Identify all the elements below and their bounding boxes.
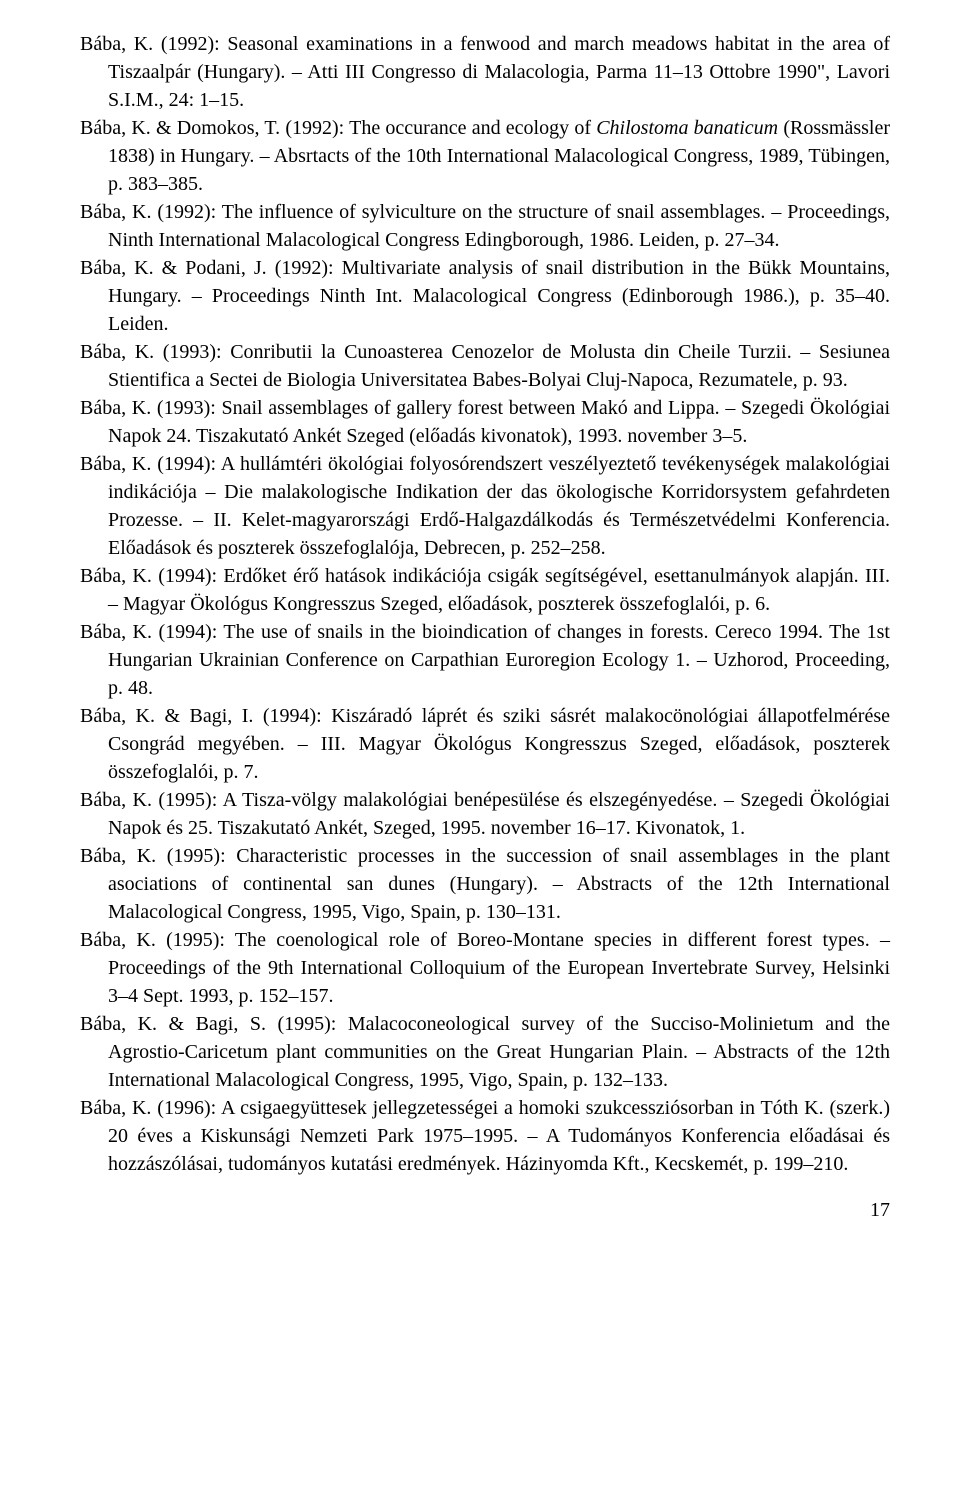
reference-entry: Bába, K. (1993): Snail assemblages of ga…: [80, 394, 890, 450]
reference-text-prefix: Bába, K. (1995): The coenological role o…: [80, 929, 890, 1007]
reference-text-prefix: Bába, K. (1993): Snail assemblages of ga…: [80, 397, 890, 447]
reference-entry: Bába, K. (1994): A hullámtéri ökológiai …: [80, 450, 890, 562]
reference-entry: Bába, K. & Bagi, S. (1995): Malacoconeol…: [80, 1010, 890, 1094]
reference-text-prefix: Bába, K. & Bagi, S. (1995): Malacoconeol…: [80, 1013, 890, 1091]
reference-text-italic: Chilostoma banaticum: [596, 117, 778, 139]
reference-text-prefix: Bába, K. (1992): Seasonal examinations i…: [80, 33, 890, 111]
reference-entry: Bába, K. (1995): A Tisza-völgy malakológ…: [80, 786, 890, 842]
page-number: 17: [80, 1196, 890, 1224]
reference-entry: Bába, K. & Podani, J. (1992): Multivaria…: [80, 254, 890, 338]
reference-entry: Bába, K. (1994): The use of snails in th…: [80, 618, 890, 702]
reference-text-prefix: Bába, K. (1995): Characteristic processe…: [80, 845, 890, 923]
reference-text-prefix: Bába, K. (1993): Conributii la Cunoaster…: [80, 341, 890, 391]
reference-text-prefix: Bába, K. & Bagi, I. (1994): Kiszáradó lá…: [80, 705, 890, 783]
reference-entry: Bába, K. (1994): Erdőket érő hatások ind…: [80, 562, 890, 618]
reference-text-prefix: Bába, K. (1994): The use of snails in th…: [80, 621, 890, 699]
reference-entry: Bába, K. & Bagi, I. (1994): Kiszáradó lá…: [80, 702, 890, 786]
reference-text-prefix: Bába, K. & Domokos, T. (1992): The occur…: [80, 117, 596, 139]
reference-text-prefix: Bába, K. (1994): Erdőket érő hatások ind…: [80, 565, 890, 615]
reference-entry: Bába, K. (1992): The influence of sylvic…: [80, 198, 890, 254]
reference-text-prefix: Bába, K. (1992): The influence of sylvic…: [80, 201, 890, 251]
reference-text-prefix: Bába, K. (1995): A Tisza-völgy malakológ…: [80, 789, 890, 839]
reference-list: Bába, K. (1992): Seasonal examinations i…: [80, 30, 890, 1178]
reference-entry: Bába, K. (1995): Characteristic processe…: [80, 842, 890, 926]
reference-entry: Bába, K. (1992): Seasonal examinations i…: [80, 30, 890, 114]
reference-text-prefix: Bába, K. (1996): A csigaegyüttesek jelle…: [80, 1097, 890, 1175]
reference-text-prefix: Bába, K. & Podani, J. (1992): Multivaria…: [80, 257, 890, 335]
reference-text-prefix: Bába, K. (1994): A hullámtéri ökológiai …: [80, 453, 890, 559]
reference-entry: Bába, K. (1993): Conributii la Cunoaster…: [80, 338, 890, 394]
reference-entry: Bába, K. & Domokos, T. (1992): The occur…: [80, 114, 890, 198]
reference-entry: Bába, K. (1996): A csigaegyüttesek jelle…: [80, 1094, 890, 1178]
reference-entry: Bába, K. (1995): The coenological role o…: [80, 926, 890, 1010]
